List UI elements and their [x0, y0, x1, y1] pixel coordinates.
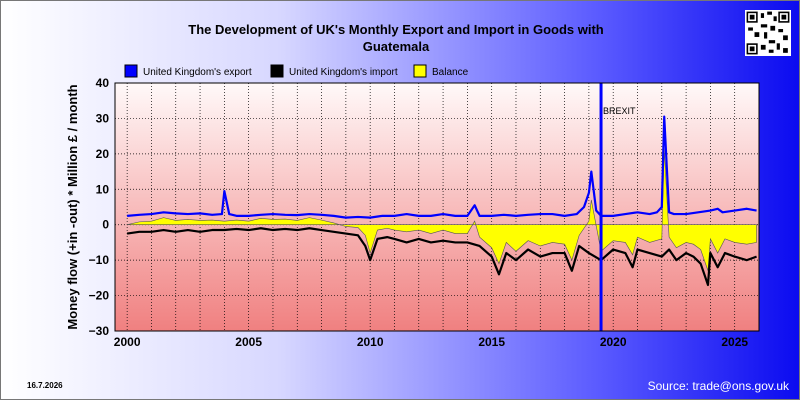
- x-tick-label: 2020: [600, 335, 627, 349]
- chart-title: The Development of UK's Monthly Export a…: [188, 22, 604, 54]
- series-line-export: [127, 115, 757, 219]
- legend-swatch-export: [124, 64, 138, 78]
- series-area-balance: [127, 148, 757, 271]
- date-label: 16.7.2026: [27, 381, 63, 390]
- x-tick-label: 2000: [114, 335, 141, 349]
- y-tick-label: 40: [96, 76, 110, 90]
- y-tick-label: 30: [96, 111, 110, 125]
- x-tick-label: 2005: [235, 335, 262, 349]
- legend-label-export: United Kingdom's export: [143, 67, 252, 78]
- legend-swatch-balance: [413, 64, 427, 78]
- legend: United Kingdom's export United Kingdom's…: [124, 64, 469, 78]
- x-tick-label: 2010: [357, 335, 384, 349]
- y-axis-label: Money flow (+in -out) * Million £ / mont…: [65, 84, 80, 329]
- y-tick-label: 10: [96, 182, 110, 196]
- y-tick-label: −10: [89, 253, 110, 267]
- brexit-label: BREXIT: [603, 106, 636, 116]
- y-tick-label: −20: [89, 289, 110, 303]
- series-line-import: [126, 227, 757, 287]
- x-tick-label: 2025: [721, 335, 748, 349]
- legend-swatch-import: [270, 64, 284, 78]
- legend-label-import: United Kingdom's import: [289, 67, 398, 78]
- plot-border: [114, 82, 760, 332]
- y-tick-label: −30: [89, 324, 110, 338]
- x-tick-label: 2015: [478, 335, 505, 349]
- legend-label-balance: Balance: [432, 67, 469, 78]
- qr-code-icon: [745, 10, 791, 56]
- y-tick-label: 20: [96, 147, 110, 161]
- y-tick-label: 0: [102, 218, 109, 232]
- source-label: Source: trade@ons.gov.uk: [647, 379, 789, 393]
